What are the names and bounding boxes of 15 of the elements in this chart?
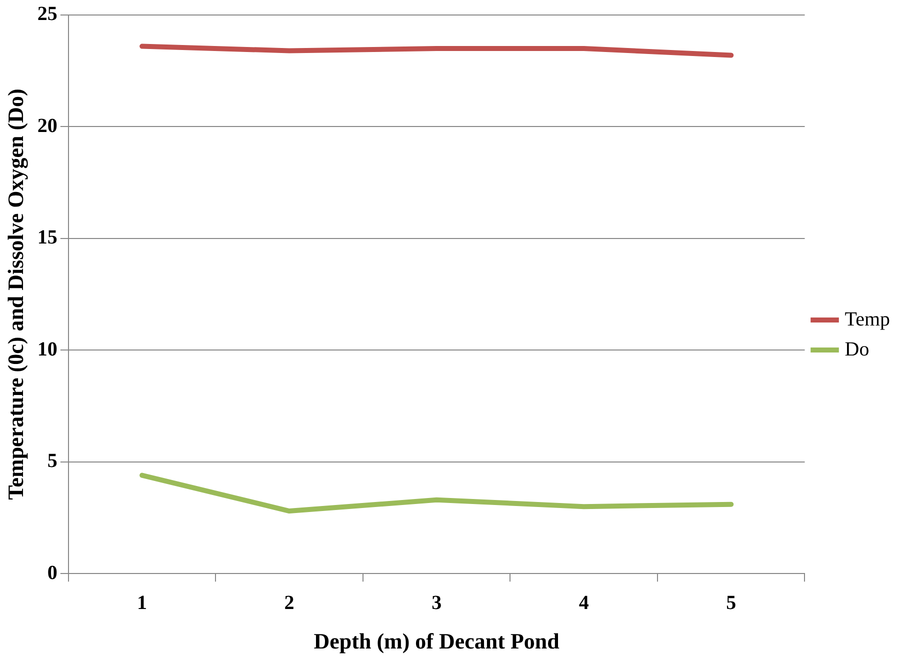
y-tick-label: 25 [37,3,58,26]
x-tick-label: 4 [578,592,589,614]
y-tick-label: 5 [47,450,58,472]
y-tick-label: 10 [37,338,58,360]
x-tick-label: 3 [432,592,442,614]
legend-label: Do [844,338,870,360]
y-tick-label: 20 [37,114,58,137]
legend-label: Temp [844,308,890,330]
x-axis-title: Depth (m) of Decant Pond [314,628,560,654]
y-tick-label: 0 [47,562,58,584]
x-tick-label: 1 [137,592,148,614]
y-axis-title: Temperature (0c) and Dissolve Oxygen (Do) [2,88,28,500]
y-tick-label: 15 [37,226,58,249]
x-tick-label: 5 [726,592,736,614]
x-tick-label: 2 [284,592,294,614]
